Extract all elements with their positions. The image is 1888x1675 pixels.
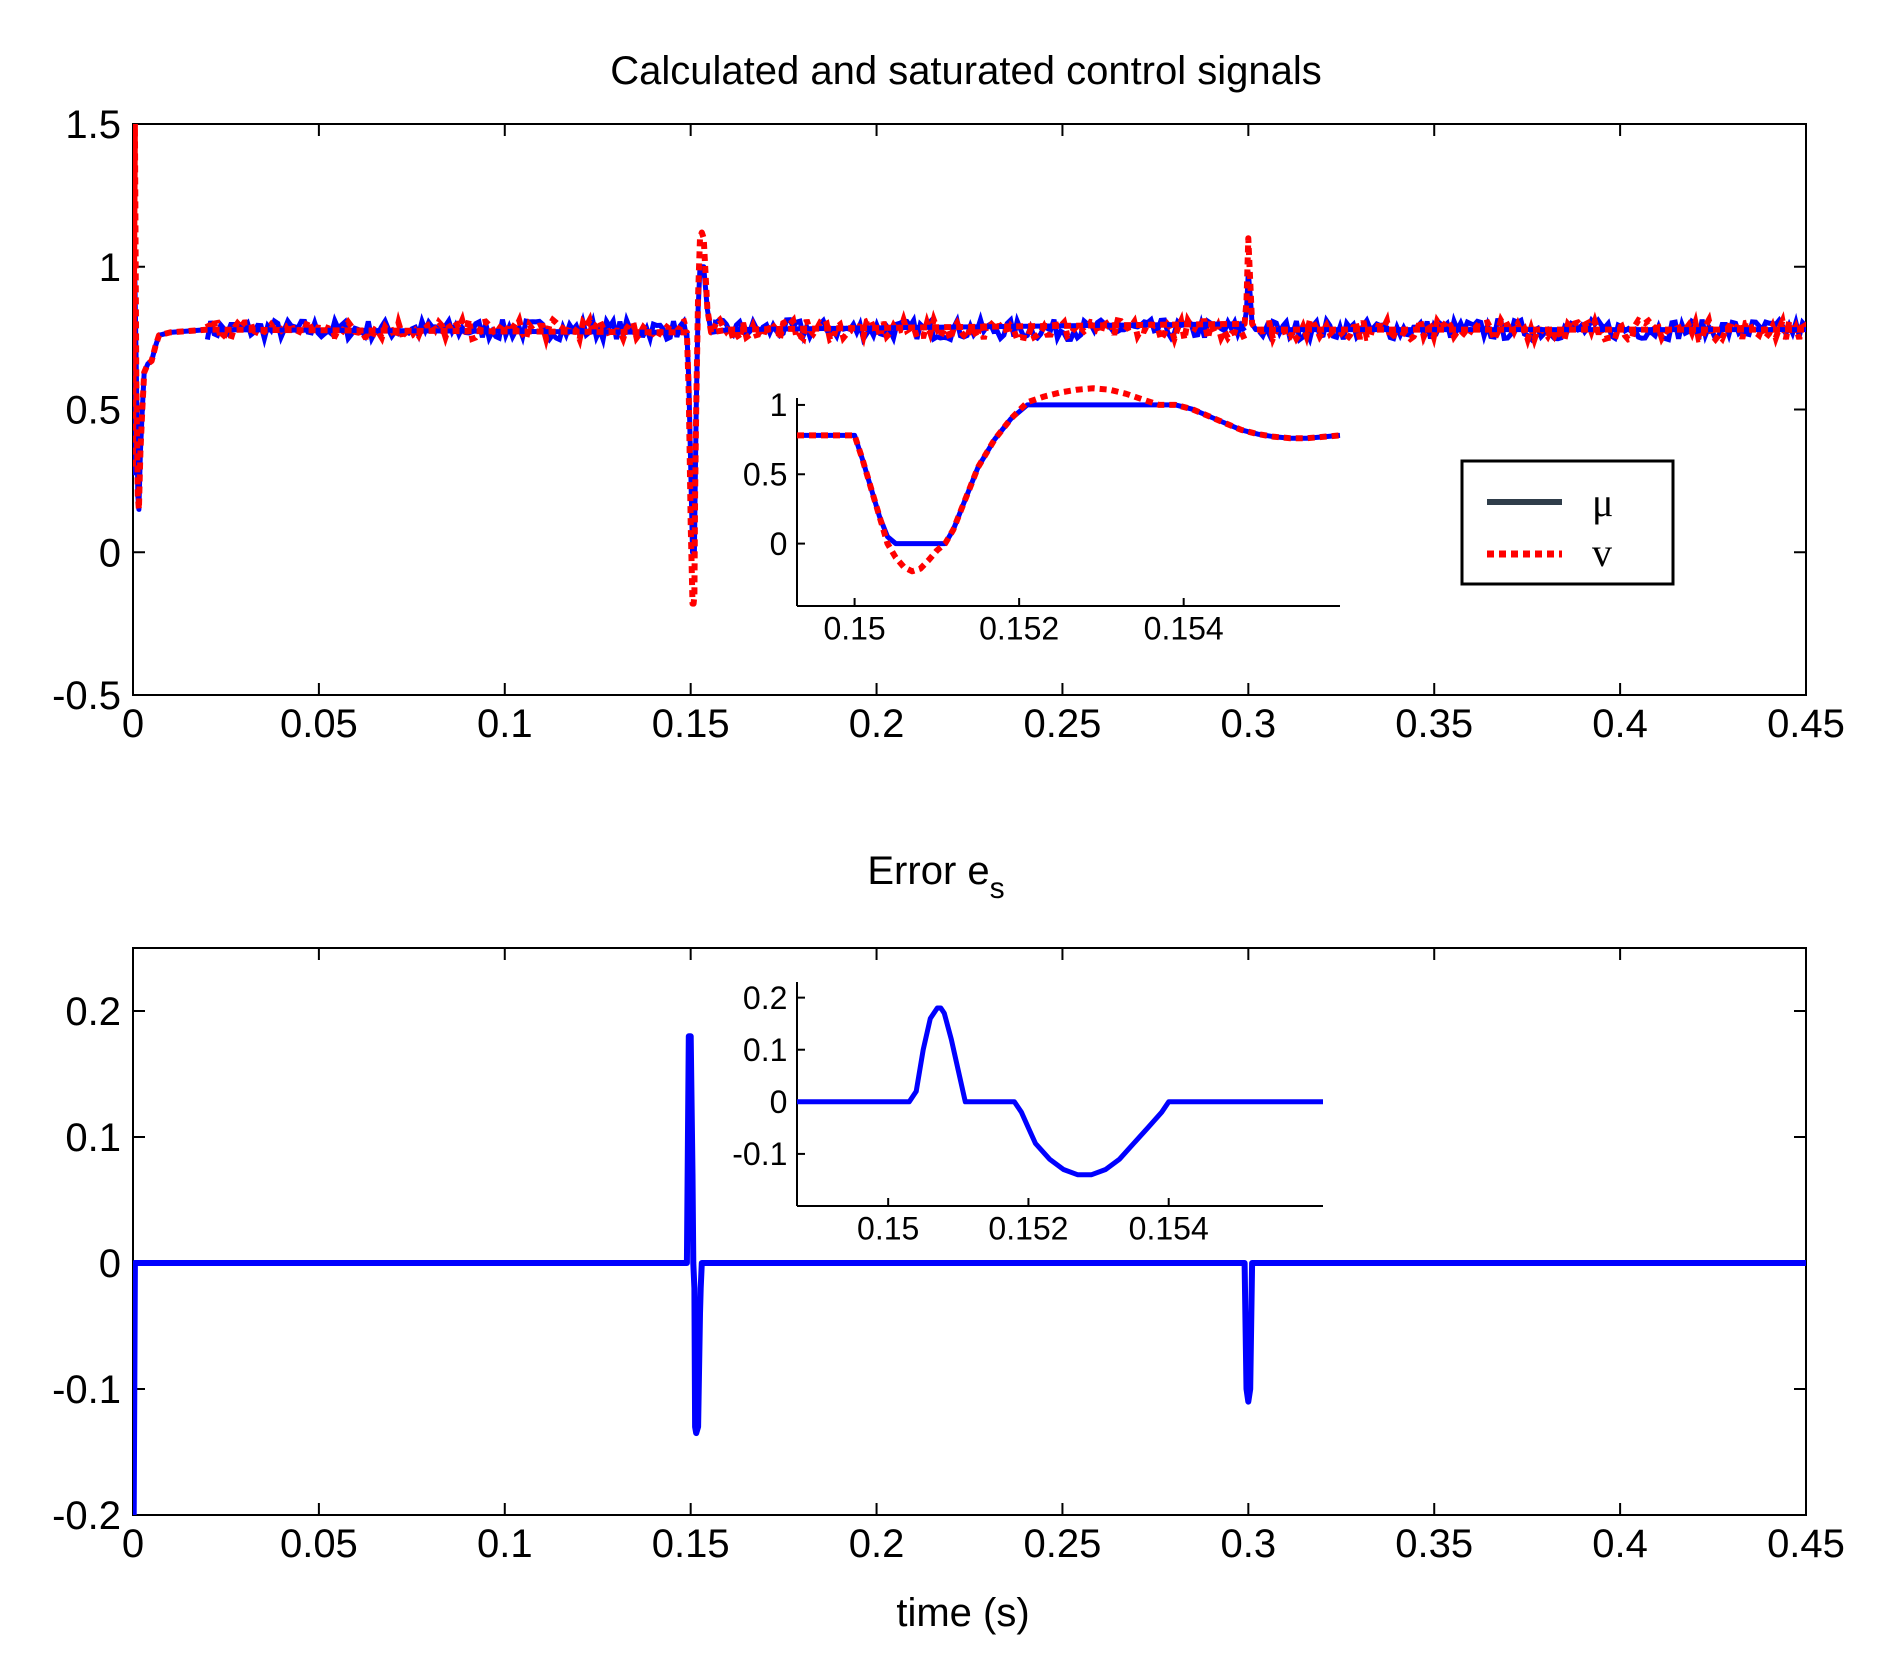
top-series-v-line <box>133 124 1806 607</box>
top-inset-axes: 0.15 0.152 0.154 0 0.5 1 <box>743 387 1340 647</box>
top-xtick-label: 0.15 <box>652 702 730 746</box>
bottom-inset-ytick-label: 0 <box>770 1084 788 1120</box>
top-xtick-label: 0 <box>122 702 144 746</box>
top-inset-series <box>797 385 1341 575</box>
bottom-ytick-label: 0.1 <box>65 1116 121 1160</box>
bottom-ytick-label: 0.2 <box>65 990 121 1034</box>
top-xtick-label: 0.05 <box>280 702 358 746</box>
bottom-ytick-label: -0.2 <box>52 1494 121 1538</box>
top-plot-area <box>132 123 1807 696</box>
top-ytick-label: -0.5 <box>52 674 121 718</box>
bottom-inset: 0.15 0.152 0.154 -0.1 0 0.1 0.2 <box>732 980 1323 1247</box>
bottom-xtick-label: 0 <box>122 1522 144 1566</box>
top-inset-xtick-label: 0.152 <box>979 611 1059 647</box>
bottom-inset-axes: 0.15 0.152 0.154 -0.1 0 0.1 0.2 <box>732 980 1323 1247</box>
legend: μ v <box>1460 459 1675 586</box>
bottom-xtick-label: 0.4 <box>1592 1522 1648 1566</box>
top-inset-series-mu-line <box>797 402 1341 547</box>
bottom-inset-ytick-label: 0.1 <box>743 1032 787 1068</box>
top-series <box>133 124 1806 607</box>
top-xtick-label: 0.3 <box>1221 702 1277 746</box>
bottom-plot-area <box>132 947 1807 1516</box>
legend-label-v: v <box>1592 530 1612 575</box>
top-title: Calculated and saturated control signals <box>610 49 1322 93</box>
bottom-xtick-label: 0.45 <box>1767 1522 1845 1566</box>
bottom-inset-xtick-label: 0.152 <box>988 1211 1068 1247</box>
bottom-xtick-label: 0.25 <box>1024 1522 1102 1566</box>
top-xtick-label: 0.45 <box>1767 702 1845 746</box>
bottom-xtick-label: 0.3 <box>1221 1522 1277 1566</box>
top-xtick-label: 0.4 <box>1592 702 1648 746</box>
bottom-xtick-label: 0.2 <box>849 1522 905 1566</box>
bottom-xtick-label: 0.35 <box>1395 1522 1473 1566</box>
top-noise-mu <box>204 311 690 350</box>
top-ticks: 0 0.05 0.1 0.15 0.2 0.25 0.3 0.35 0.4 0.45-0.500.… <box>52 103 1845 746</box>
bottom-inset-xtick-label: 0.15 <box>857 1211 919 1247</box>
top-inset: 0.15 0.152 0.154 0 0.5 1 <box>743 385 1341 647</box>
top-xtick-label: 0.2 <box>849 702 905 746</box>
bottom-inset-series <box>797 1005 1323 1178</box>
top-xtick-label: 0.1 <box>477 702 533 746</box>
top-ytick-label: 1.5 <box>65 103 121 147</box>
bottom-series <box>133 1033 1806 1515</box>
bottom-xlabel: time (s) <box>896 1591 1029 1635</box>
bottom-xtick-label: 0.15 <box>652 1522 730 1566</box>
bottom-series-mu-line <box>133 1033 1806 1515</box>
bottom-xtick-label: 0.1 <box>477 1522 533 1566</box>
top-xtick-label: 0.25 <box>1024 702 1102 746</box>
top-inset-xtick-label: 0.154 <box>1144 611 1224 647</box>
top-ytick-label: 0 <box>99 531 121 575</box>
legend-label-mu: μ <box>1592 480 1613 525</box>
bottom-ytick-label: -0.1 <box>52 1368 121 1412</box>
bottom-panel: Error es 0 0.05 0.1 0.15 0.2 0.25 0.3 0.35 0.4 0.… <box>52 849 1845 1635</box>
bottom-inset-series-mu-line <box>797 1005 1323 1178</box>
top-inset-ytick-label: 0.5 <box>743 456 787 492</box>
bottom-inset-xtick-label: 0.154 <box>1129 1211 1209 1247</box>
top-inset-ytick-label: 0 <box>770 526 788 562</box>
top-noise-v <box>204 310 688 351</box>
top-noise-v <box>1259 309 1806 350</box>
top-panel: Calculated and saturated control signals… <box>52 49 1845 746</box>
bottom-inset-ytick-label: -0.1 <box>732 1136 787 1172</box>
top-ytick-label: 1 <box>99 246 121 290</box>
legend-box <box>1460 459 1675 586</box>
bottom-inset-ytick-label: 0.2 <box>743 980 787 1016</box>
bottom-title: Error es <box>867 849 1004 905</box>
top-xtick-label: 0.35 <box>1395 702 1473 746</box>
top-inset-ytick-label: 1 <box>770 387 788 423</box>
top-inset-xtick-label: 0.15 <box>823 611 885 647</box>
bottom-ytick-label: 0 <box>99 1242 121 1286</box>
bottom-xtick-label: 0.05 <box>280 1522 358 1566</box>
top-ytick-label: 0.5 <box>65 389 121 433</box>
bottom-ticks: 0 0.05 0.1 0.15 0.2 0.25 0.3 0.35 0.4 0.45 -0.2 -0.… <box>52 948 1845 1566</box>
